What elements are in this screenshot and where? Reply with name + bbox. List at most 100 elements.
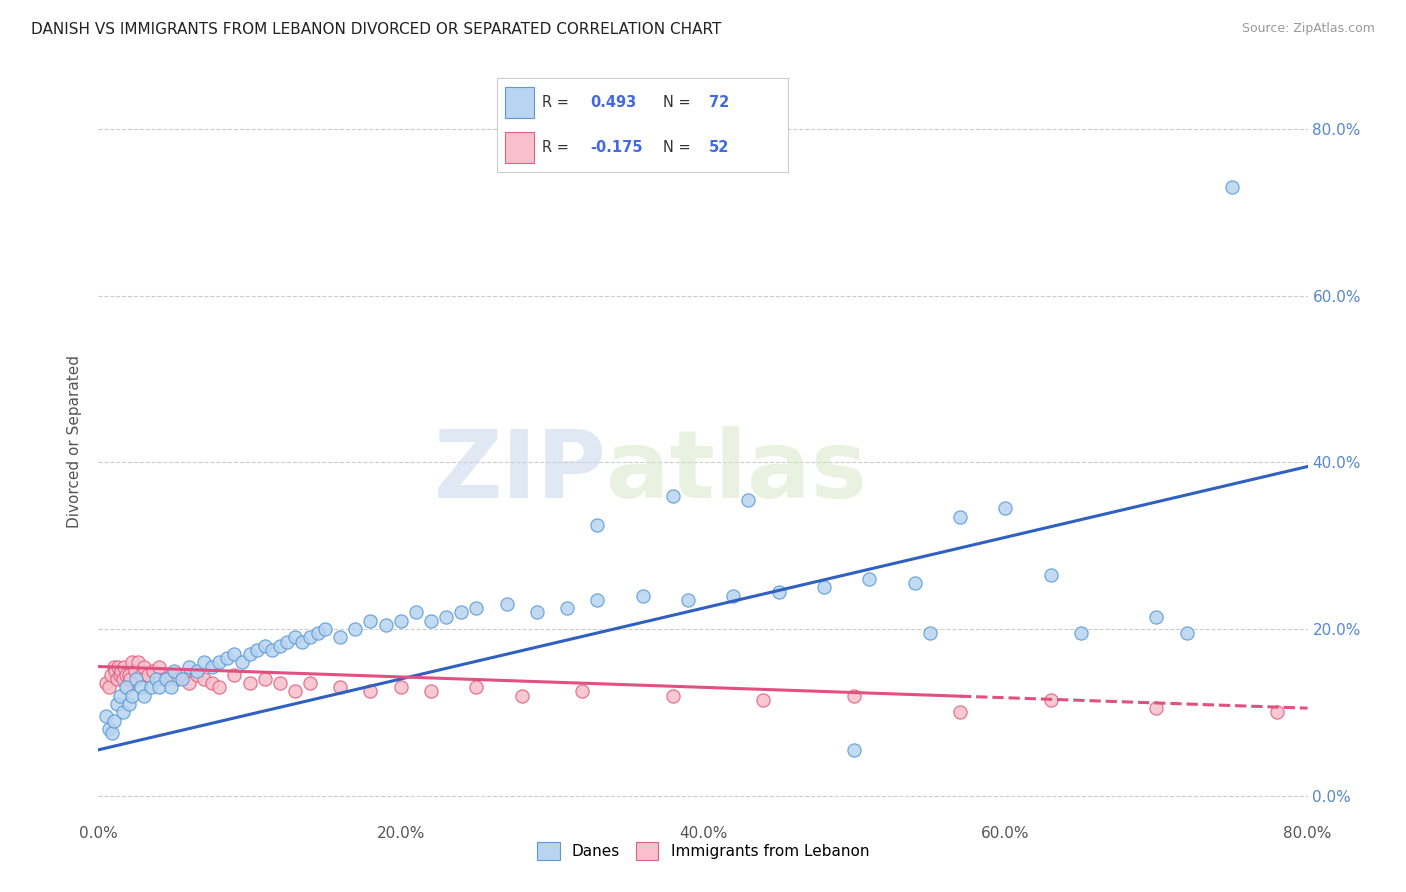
Point (141, 681, 163, 695)
Point (1039, 567, 1062, 582)
Point (114, 681, 136, 695)
Text: ZIP: ZIP (433, 425, 606, 518)
Point (103, 714, 125, 728)
Point (1070, 626, 1092, 640)
Point (224, 647, 246, 661)
Point (269, 676, 291, 690)
Point (307, 626, 329, 640)
Text: DANISH VS IMMIGRANTS FROM LEBANON DIVORCED OR SEPARATED CORRELATION CHART: DANISH VS IMMIGRANTS FROM LEBANON DIVORC… (31, 22, 721, 37)
Point (142, 664, 165, 678)
Point (172, 668, 194, 682)
Point (132, 689, 155, 703)
Point (1144, 609, 1167, 624)
Point (121, 689, 143, 703)
Point (389, 614, 412, 628)
Point (193, 672, 215, 686)
Point (723, 589, 745, 603)
Point (231, 656, 253, 670)
Point (148, 681, 170, 695)
Point (571, 684, 593, 698)
Point (145, 672, 167, 686)
Point (586, 517, 609, 532)
Point (224, 668, 246, 682)
Point (344, 622, 367, 636)
Point (101, 726, 124, 740)
Point (153, 672, 176, 686)
Point (1144, 701, 1167, 715)
Point (104, 664, 127, 678)
Point (360, 614, 382, 628)
Point (768, 584, 790, 599)
Point (526, 605, 548, 619)
Point (121, 656, 143, 670)
Point (405, 605, 427, 619)
Point (160, 668, 183, 682)
Point (98, 681, 121, 695)
Point (108, 668, 131, 682)
Point (114, 668, 136, 682)
Point (129, 681, 152, 695)
Point (904, 576, 927, 591)
Point (127, 656, 149, 670)
Point (163, 664, 186, 678)
Point (112, 659, 135, 673)
Point (752, 693, 775, 707)
Point (201, 659, 224, 673)
Point (105, 672, 128, 686)
Point (193, 656, 215, 670)
Point (949, 509, 972, 524)
Point (94, 676, 117, 690)
Point (108, 689, 131, 703)
Point (246, 643, 269, 657)
Point (510, 689, 533, 703)
Point (555, 601, 578, 615)
Point (186, 664, 208, 678)
Point (125, 672, 148, 686)
Point (994, 501, 1017, 516)
Point (253, 639, 276, 653)
Point (360, 684, 382, 698)
Point (120, 672, 142, 686)
Point (103, 659, 125, 673)
Point (813, 580, 835, 594)
Point (276, 634, 298, 648)
Point (269, 639, 291, 653)
Point (420, 614, 443, 628)
Point (208, 656, 231, 670)
Point (737, 492, 759, 507)
Point (118, 668, 141, 682)
Point (949, 706, 972, 720)
Point (179, 676, 201, 690)
Point (1039, 693, 1062, 707)
Point (465, 681, 488, 695)
Point (111, 672, 134, 686)
Point (132, 659, 155, 673)
Point (661, 689, 683, 703)
Point (239, 647, 262, 661)
Point (420, 684, 443, 698)
Point (208, 681, 231, 695)
Point (94, 709, 117, 723)
Point (170, 672, 193, 686)
Point (179, 659, 201, 673)
Point (299, 631, 322, 645)
Point (160, 681, 183, 695)
Point (166, 672, 188, 686)
Point (284, 684, 307, 698)
Point (918, 626, 941, 640)
Point (374, 617, 396, 632)
Point (1267, 706, 1289, 720)
Point (115, 681, 138, 695)
Point (110, 664, 132, 678)
Y-axis label: Divorced or Separated: Divorced or Separated (67, 355, 83, 528)
Point (1220, 180, 1243, 194)
Point (215, 651, 238, 665)
Point (100, 668, 122, 682)
Point (450, 605, 472, 619)
Point (253, 672, 276, 686)
Point (136, 668, 159, 682)
Point (858, 572, 880, 586)
Point (262, 643, 284, 657)
Point (314, 622, 336, 636)
Point (284, 631, 307, 645)
